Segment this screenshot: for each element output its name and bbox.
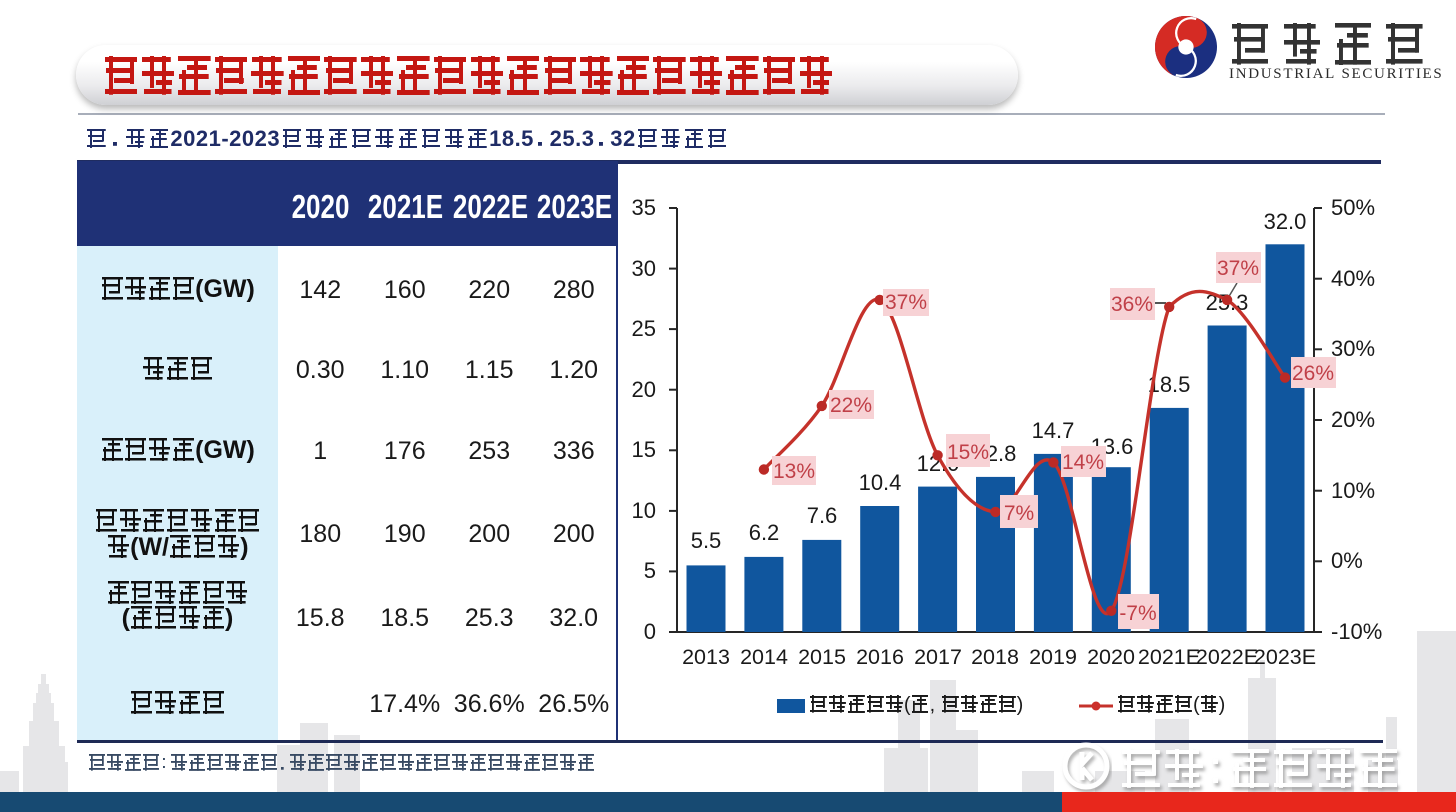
svg-text:0: 0 <box>644 619 656 644</box>
svg-text:37%: 37% <box>1217 257 1259 280</box>
svg-text:5: 5 <box>644 558 656 583</box>
svg-text:13%: 13% <box>773 460 815 483</box>
svg-text:35: 35 <box>632 195 656 220</box>
svg-text:2019: 2019 <box>1029 645 1077 669</box>
svg-text:2021E: 2021E <box>1138 645 1200 669</box>
svg-text:10.4: 10.4 <box>859 470 902 495</box>
svg-text:50%: 50% <box>1331 195 1375 220</box>
svg-text:15: 15 <box>632 437 656 462</box>
svg-text:36%: 36% <box>1111 293 1153 316</box>
svg-text:2020: 2020 <box>1087 645 1135 669</box>
svg-text:20: 20 <box>632 377 656 402</box>
svg-text:20%: 20% <box>1331 407 1375 432</box>
svg-text:-7%: -7% <box>1119 602 1156 625</box>
svg-text:6.2: 6.2 <box>749 520 780 545</box>
svg-text:2015: 2015 <box>798 645 846 669</box>
svg-text:14.7: 14.7 <box>1032 418 1075 443</box>
svg-text:14%: 14% <box>1062 451 1104 474</box>
svg-text:-10%: -10% <box>1331 619 1382 644</box>
svg-text:10: 10 <box>632 498 656 523</box>
svg-text:25: 25 <box>632 316 656 341</box>
svg-text:32.0: 32.0 <box>1264 209 1307 234</box>
svg-text:26%: 26% <box>1292 362 1334 385</box>
svg-text:40%: 40% <box>1331 266 1375 291</box>
svg-text:2017: 2017 <box>914 645 962 669</box>
svg-text:15%: 15% <box>947 441 989 464</box>
svg-text:2018: 2018 <box>971 645 1019 669</box>
svg-text:2014: 2014 <box>740 645 788 669</box>
svg-text:2013: 2013 <box>682 645 730 669</box>
svg-text:5.5: 5.5 <box>691 528 722 553</box>
svg-text:10%: 10% <box>1331 478 1375 503</box>
svg-text:2023E: 2023E <box>1254 645 1316 669</box>
svg-text:22%: 22% <box>830 394 872 417</box>
svg-text:30: 30 <box>632 256 656 281</box>
svg-text:7.6: 7.6 <box>807 503 838 528</box>
svg-text:30%: 30% <box>1331 336 1375 361</box>
svg-text:7%: 7% <box>1004 502 1034 525</box>
svg-text:37%: 37% <box>885 291 927 314</box>
svg-text:0%: 0% <box>1331 548 1363 573</box>
svg-text:2022E: 2022E <box>1196 645 1258 669</box>
svg-text:2016: 2016 <box>856 645 904 669</box>
